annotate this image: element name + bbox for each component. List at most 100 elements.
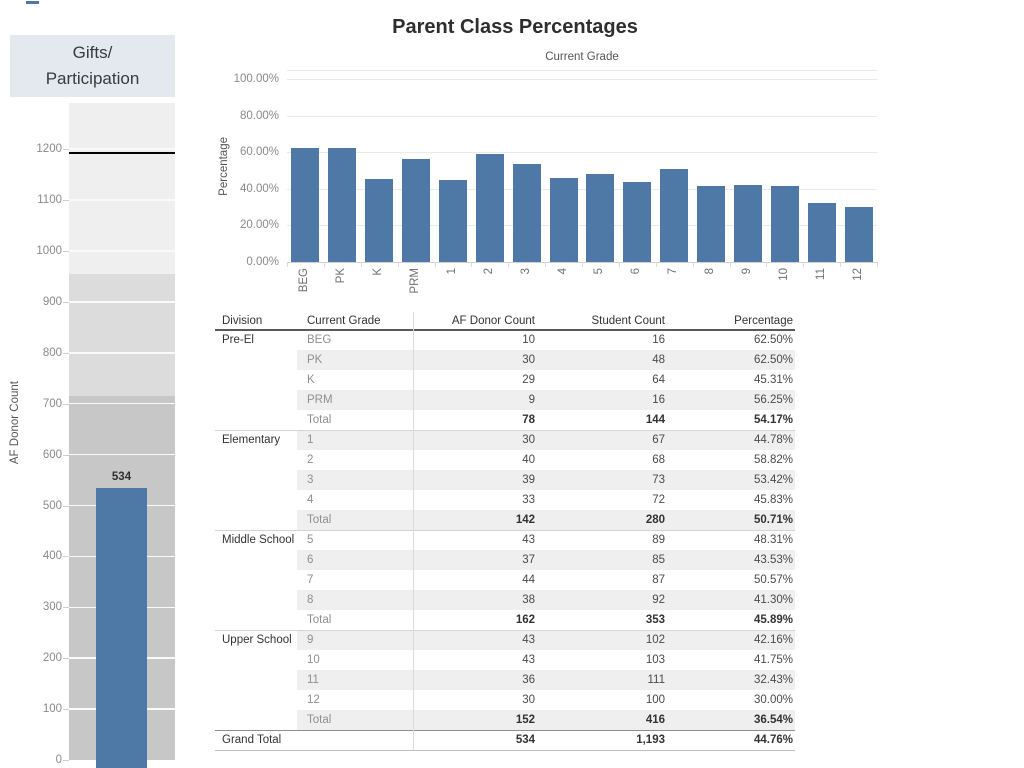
donor-count-cell[interactable]: 36	[522, 674, 535, 686]
student-count-cell[interactable]: 48	[652, 354, 665, 366]
percentage-cell[interactable]: 41.30%	[753, 594, 793, 606]
student-count-cell[interactable]: 92	[652, 594, 665, 606]
donor-count-cell[interactable]: 33	[522, 494, 535, 506]
grade-cell-K[interactable]: K	[307, 374, 315, 386]
percentage-cell[interactable]: 36.54%	[753, 714, 793, 726]
percentage-cell[interactable]: 50.57%	[753, 574, 793, 586]
bar-BEG[interactable]	[291, 147, 320, 262]
donor-count-cell[interactable]: 9	[528, 394, 535, 406]
grade-cell-5[interactable]: 5	[307, 534, 314, 546]
student-count-cell[interactable]: 72	[652, 494, 665, 506]
bar-8[interactable]	[697, 186, 726, 262]
grade-cell-total[interactable]: Total	[307, 514, 332, 526]
percentage-cell[interactable]: 62.50%	[753, 354, 793, 366]
donor-count-cell[interactable]: 30	[522, 354, 535, 366]
percentage-cell[interactable]: 53.42%	[753, 474, 793, 486]
percentage-cell[interactable]: 50.71%	[753, 514, 793, 526]
grade-cell-2[interactable]: 2	[307, 454, 314, 466]
student-count-cell[interactable]: 87	[652, 574, 665, 586]
grade-cell-9[interactable]: 9	[307, 634, 314, 646]
bar-K[interactable]	[365, 179, 394, 262]
grade-cell-11[interactable]: 11	[307, 674, 319, 686]
grade-cell-7[interactable]: 7	[307, 574, 314, 586]
bar-11[interactable]	[807, 202, 836, 262]
percentage-cell[interactable]: 45.31%	[753, 374, 793, 386]
donor-count-bar[interactable]	[96, 488, 147, 768]
grade-cell-1[interactable]: 1	[307, 434, 314, 446]
donor-count-cell[interactable]: 38	[522, 594, 535, 606]
percentage-cell[interactable]: 41.75%	[753, 654, 793, 666]
grade-cell-4[interactable]: 4	[307, 494, 314, 506]
student-count-cell[interactable]: 73	[652, 474, 665, 486]
student-count-cell[interactable]: 68	[652, 454, 665, 466]
grade-cell-total[interactable]: Total	[307, 714, 332, 726]
student-count-cell[interactable]: 416	[645, 714, 665, 726]
donor-count-cell[interactable]: 30	[522, 434, 535, 446]
donor-count-cell[interactable]: 30	[522, 694, 535, 706]
student-count-cell[interactable]: 16	[652, 334, 665, 346]
grade-cell-PK[interactable]: PK	[307, 354, 323, 366]
student-count-cell[interactable]: 85	[652, 554, 665, 566]
student-count-cell[interactable]: 67	[652, 434, 665, 446]
student-count-cell[interactable]: 64	[652, 374, 665, 386]
student-count-cell[interactable]: 16	[652, 394, 665, 406]
donor-count-cell[interactable]: 162	[515, 614, 535, 626]
bar-PRM[interactable]	[402, 159, 431, 262]
bar-12[interactable]	[844, 207, 873, 262]
percentage-cell[interactable]: 58.82%	[753, 454, 793, 466]
grade-cell-10[interactable]: 10	[307, 654, 320, 666]
grade-cell-total[interactable]: Total	[307, 614, 332, 626]
donor-count-cell[interactable]: 29	[522, 374, 535, 386]
donor-count-cell[interactable]: 37	[522, 554, 535, 566]
student-count-cell[interactable]: 144	[645, 414, 665, 426]
grade-cell-8[interactable]: 8	[307, 594, 314, 606]
student-count-cell[interactable]: 100	[645, 694, 665, 706]
percentage-cell[interactable]: 45.83%	[753, 494, 793, 506]
bar-10[interactable]	[770, 185, 799, 262]
donor-count-cell[interactable]: 78	[522, 414, 535, 426]
donor-count-cell[interactable]: 152	[515, 714, 535, 726]
grade-cell-total[interactable]: Total	[307, 414, 332, 426]
donor-count-cell[interactable]: 39	[522, 474, 535, 486]
bar-6[interactable]	[623, 182, 652, 262]
bar-3[interactable]	[512, 164, 541, 262]
donor-count-cell[interactable]: 44	[522, 574, 535, 586]
bar-9[interactable]	[733, 184, 762, 262]
percentage-cell[interactable]: 42.16%	[753, 634, 793, 646]
bar-PK[interactable]	[328, 147, 357, 262]
bar-1[interactable]	[438, 180, 467, 262]
student-count-cell[interactable]: 280	[645, 514, 665, 526]
grade-cell-12[interactable]: 12	[307, 694, 320, 706]
percentage-cell[interactable]: 44.78%	[753, 434, 793, 446]
grade-cell-BEG[interactable]: BEG	[307, 334, 332, 346]
bar-2[interactable]	[475, 154, 504, 262]
percentage-cell[interactable]: 30.00%	[753, 694, 793, 706]
percentage-cell[interactable]: 43.53%	[753, 554, 793, 566]
donor-count-cell[interactable]: 534	[515, 734, 535, 746]
grade-cell-3[interactable]: 3	[307, 474, 314, 486]
student-count-cell[interactable]: 1,193	[636, 734, 665, 746]
grade-cell-6[interactable]: 6	[307, 554, 314, 566]
percentage-cell[interactable]: 45.89%	[753, 614, 793, 626]
percentage-cell[interactable]: 62.50%	[753, 334, 793, 346]
donor-count-cell[interactable]: 10	[522, 334, 535, 346]
donor-count-cell[interactable]: 142	[515, 514, 535, 526]
student-count-cell[interactable]: 89	[652, 534, 665, 546]
student-count-cell[interactable]: 353	[645, 614, 665, 626]
donor-count-cell[interactable]: 43	[522, 634, 535, 646]
student-count-cell[interactable]: 111	[647, 674, 665, 686]
donor-count-cell[interactable]: 43	[522, 654, 535, 666]
donor-count-cell[interactable]: 43	[522, 534, 535, 546]
donor-count-cell[interactable]: 40	[522, 454, 535, 466]
student-count-cell[interactable]: 103	[645, 654, 665, 666]
bar-5[interactable]	[586, 173, 615, 262]
percentage-cell[interactable]: 48.31%	[753, 534, 793, 546]
percentage-cell[interactable]: 32.43%	[753, 674, 793, 686]
grade-cell-PRM[interactable]: PRM	[307, 394, 333, 406]
bar-7[interactable]	[660, 169, 689, 262]
percentage-cell[interactable]: 44.76%	[753, 734, 793, 746]
percentage-cell[interactable]: 56.25%	[753, 394, 793, 406]
bar-4[interactable]	[549, 178, 578, 262]
student-count-cell[interactable]: 102	[645, 634, 665, 646]
percentage-cell[interactable]: 54.17%	[753, 414, 793, 426]
